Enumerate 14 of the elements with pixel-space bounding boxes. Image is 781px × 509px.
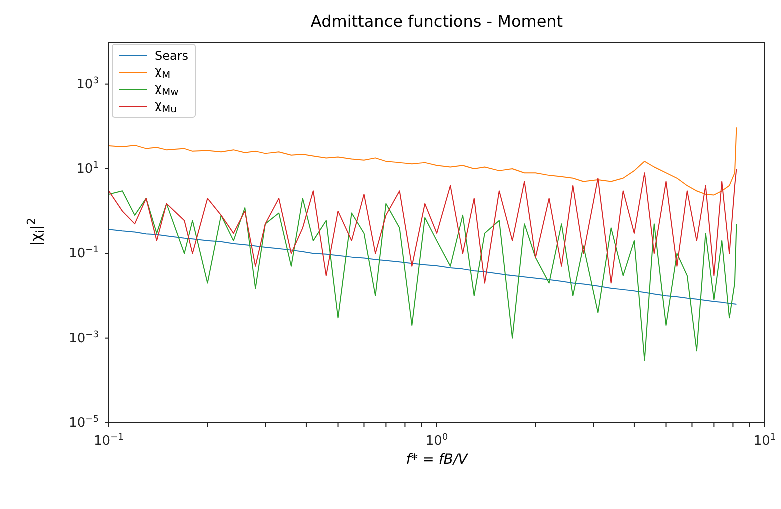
x-tick-label: 10$^{−1}$ <box>94 433 124 449</box>
x-axis-title: f* = fB/V <box>405 452 470 468</box>
y-tick-label: 10$^{−5}$ <box>69 415 99 431</box>
y-tick-label: 10$^{1}$ <box>76 161 99 177</box>
y-tick-label: 10$^{−3}$ <box>69 330 100 346</box>
legend-label: Sears <box>155 48 189 62</box>
y-tick-label: 10$^{3}$ <box>76 76 100 92</box>
y-tick-label: 10$^{−1}$ <box>69 246 99 262</box>
chart-title: Admittance functions - Moment <box>310 12 564 31</box>
legend-label: χ$_{Mu}$ <box>155 98 177 116</box>
x-tick-label: 10$^{0}$ <box>426 433 448 449</box>
legend-label: χ$_{M}$ <box>155 64 171 82</box>
legend-label: χ$_{Mw}$ <box>155 80 179 98</box>
x-tick-label: 10$^{1}$ <box>754 433 776 449</box>
